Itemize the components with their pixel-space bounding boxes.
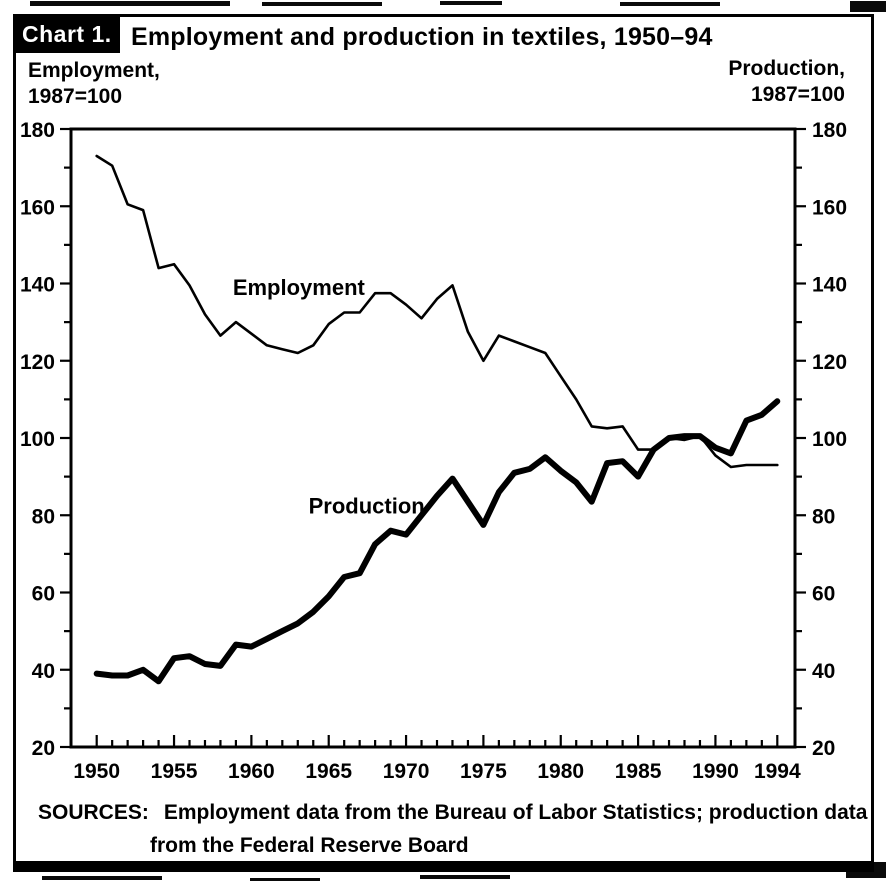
production-annotation: Production [309,493,425,518]
chart-title: Employment and production in textiles, 1… [131,23,713,51]
y-axis-tick-label-left: 140 [20,274,55,297]
scan-artifact [850,1,886,12]
chart-number-chip: Chart 1. [13,15,120,53]
y-axis-tick-label-left: 80 [32,505,55,528]
scan-artifact [30,1,230,6]
scan-artifact [262,2,382,6]
y-axis-tick-label-right: 160 [812,196,847,219]
x-axis-tick-label: 1955 [151,760,198,783]
sources-label: SOURCES: [38,801,149,824]
y-axis-tick-label-right: 60 [812,583,835,606]
right-axis-caption: Production, 1987=100 [728,56,845,108]
left-axis-caption-line2: 1987=100 [28,85,123,108]
x-axis-tick-label: 1990 [692,760,739,783]
employment-line [95,154,779,469]
x-axis-tick-label: 1975 [460,760,507,783]
x-axis-tick-label: 1960 [228,760,275,783]
x-axis-tick-label: 1950 [73,760,120,783]
x-axis-tick-label: 1965 [305,760,352,783]
y-axis-tick-label-left: 40 [32,660,55,683]
y-axis-tick-label-right: 80 [812,505,835,528]
right-axis-caption-line2: 1987=100 [750,83,845,106]
y-axis-tick-label-left: 120 [20,351,55,374]
x-axis-tick-label: 1970 [383,760,430,783]
y-axis-tick-label-left: 60 [32,583,55,606]
y-axis-tick-label-left: 100 [20,428,55,451]
left-axis-caption-line1: Employment, [28,59,160,82]
y-axis-tick-label-right: 40 [812,660,835,683]
y-axis-tick-label-right: 100 [812,428,847,451]
sources-text-line2: from the Federal Reserve Board [150,834,469,857]
x-axis-tick-label: 1994 [754,760,801,783]
sources-text-line1: Employment data from the Bureau of Labor… [163,801,868,824]
y-axis-tick-label-right: 120 [812,351,847,374]
y-axis-tick-label-left: 160 [20,196,55,219]
scan-artifact [42,876,162,880]
y-axis-tick-label-left: 20 [32,737,55,760]
employment-annotation: Employment [233,275,366,300]
right-axis-caption-line1: Production, [728,57,845,80]
y-axis-tick-label-right: 140 [812,274,847,297]
production-line [93,398,781,685]
scan-artifact [620,2,720,6]
sources-line1: SOURCES: Employment data from the Bureau … [38,801,867,825]
chart-number-label: Chart 1. [22,21,112,47]
x-axis-tick-label: 1980 [537,760,584,783]
y-axis-tick-label-left: 180 [20,119,55,142]
y-axis-tick-label-right: 180 [812,119,847,142]
scan-artifact [250,878,320,881]
figure-frame [13,14,874,872]
scan-artifact [420,875,510,879]
scan-artifact [440,1,502,5]
left-axis-caption: Employment, 1987=100 [28,58,160,110]
y-axis-tick-label-right: 20 [812,737,835,760]
x-axis-tick-label: 1985 [615,760,662,783]
